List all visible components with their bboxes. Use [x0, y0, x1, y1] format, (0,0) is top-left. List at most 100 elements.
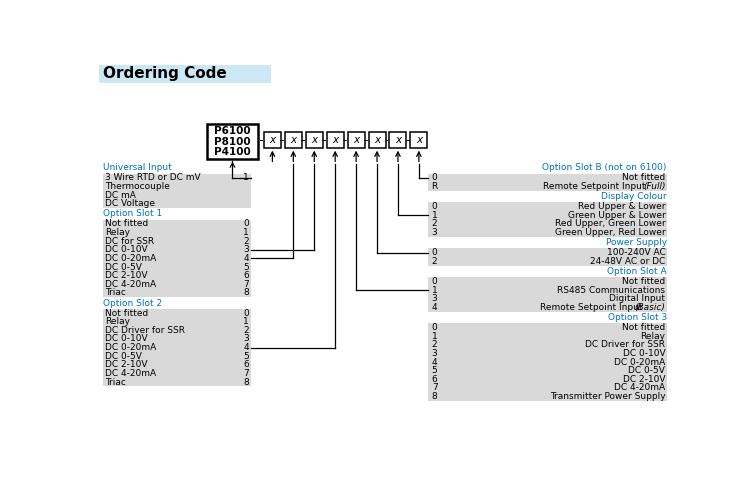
Text: DC 0-5V: DC 0-5V [105, 352, 142, 361]
Text: Digital Input: Digital Input [610, 294, 666, 303]
Text: DC 2-10V: DC 2-10V [105, 271, 147, 280]
Text: Relay: Relay [105, 228, 130, 237]
Text: 8: 8 [244, 288, 249, 297]
Text: 4: 4 [432, 358, 438, 367]
Text: 8: 8 [244, 378, 249, 387]
Text: 1: 1 [432, 331, 438, 341]
Text: DC 0-20mA: DC 0-20mA [614, 358, 666, 367]
Text: 5: 5 [244, 352, 249, 361]
Text: Red Upper & Lower: Red Upper & Lower [578, 202, 666, 211]
Text: 5: 5 [432, 366, 438, 375]
Text: 3: 3 [244, 246, 249, 254]
Text: DC for SSR: DC for SSR [105, 237, 154, 246]
Text: 0: 0 [432, 173, 438, 182]
Text: 1: 1 [244, 317, 249, 326]
FancyBboxPatch shape [410, 132, 427, 148]
Text: 3: 3 [432, 294, 438, 303]
Text: 24-48V AC or DC: 24-48V AC or DC [590, 257, 666, 266]
Text: 2: 2 [432, 220, 438, 229]
FancyBboxPatch shape [285, 132, 302, 148]
Text: Triac: Triac [105, 378, 126, 387]
Text: 2: 2 [432, 257, 438, 266]
FancyBboxPatch shape [326, 132, 344, 148]
Text: Universal Input: Universal Input [103, 164, 173, 172]
Text: P8100: P8100 [214, 137, 251, 147]
Text: DC 4-20mA: DC 4-20mA [614, 384, 666, 393]
Text: DC 0-10V: DC 0-10V [105, 246, 148, 254]
FancyBboxPatch shape [99, 65, 271, 83]
Text: (Basic): (Basic) [634, 303, 666, 312]
Text: x: x [374, 135, 380, 145]
Text: 100-240V AC: 100-240V AC [607, 248, 666, 257]
Text: DC Voltage: DC Voltage [105, 199, 155, 208]
Text: Option Slot 3: Option Slot 3 [607, 313, 667, 322]
Text: Display Colour: Display Colour [601, 192, 667, 201]
Text: Red Upper, Green Lower: Red Upper, Green Lower [555, 220, 666, 229]
Text: -: - [342, 134, 347, 147]
Text: 3 Wire RTD or DC mV: 3 Wire RTD or DC mV [105, 173, 201, 182]
Text: Not fitted: Not fitted [622, 173, 666, 182]
Text: 6: 6 [244, 271, 249, 280]
Text: -: - [300, 134, 305, 147]
Text: (Full): (Full) [643, 182, 666, 191]
Text: RS485 Communications: RS485 Communications [557, 286, 666, 295]
Text: Option Slot A: Option Slot A [607, 267, 667, 276]
Text: 6: 6 [244, 360, 249, 369]
Text: x: x [291, 135, 297, 145]
Text: P4100: P4100 [214, 147, 251, 157]
Text: Relay: Relay [640, 331, 666, 341]
Text: 3: 3 [432, 228, 438, 237]
Text: Transmitter Power Supply: Transmitter Power Supply [550, 392, 666, 401]
Text: Remote Setpoint Input: Remote Setpoint Input [540, 303, 645, 312]
Text: DC 0-20mA: DC 0-20mA [105, 343, 156, 352]
Text: 2: 2 [432, 340, 438, 349]
FancyBboxPatch shape [103, 309, 251, 387]
Text: 0: 0 [432, 202, 438, 211]
Text: 2: 2 [244, 237, 249, 246]
Text: DC mA: DC mA [105, 191, 136, 200]
Text: DC Driver for SSR: DC Driver for SSR [586, 340, 666, 349]
Text: 1: 1 [244, 228, 249, 237]
Text: 8: 8 [432, 392, 438, 401]
Text: Option Slot B (not on 6100): Option Slot B (not on 6100) [542, 164, 667, 172]
Text: Not fitted: Not fitted [622, 277, 666, 286]
Text: DC 2-10V: DC 2-10V [623, 375, 666, 384]
FancyBboxPatch shape [428, 323, 667, 401]
Text: 1: 1 [244, 173, 249, 182]
FancyBboxPatch shape [389, 132, 406, 148]
Text: -: - [258, 134, 263, 147]
Text: 7: 7 [244, 369, 249, 378]
Text: 7: 7 [244, 280, 249, 289]
Text: -: - [279, 134, 284, 147]
Text: Relay: Relay [105, 317, 130, 326]
Text: DC 0-5V: DC 0-5V [628, 366, 666, 375]
Text: Triac: Triac [105, 288, 126, 297]
Text: DC 0-10V: DC 0-10V [105, 334, 148, 343]
Text: P6100: P6100 [214, 126, 251, 136]
FancyBboxPatch shape [428, 173, 667, 191]
Text: Not fitted: Not fitted [105, 309, 148, 318]
Text: R: R [431, 182, 438, 191]
Text: 3: 3 [244, 334, 249, 343]
FancyBboxPatch shape [208, 124, 258, 159]
Text: DC 4-20mA: DC 4-20mA [105, 369, 156, 378]
Text: DC 0-10V: DC 0-10V [623, 349, 666, 358]
FancyBboxPatch shape [368, 132, 385, 148]
Text: x: x [332, 135, 338, 145]
Text: 1: 1 [432, 211, 438, 220]
Text: 5: 5 [244, 262, 249, 271]
Text: DC 0-5V: DC 0-5V [105, 262, 142, 271]
FancyBboxPatch shape [428, 202, 667, 237]
FancyBboxPatch shape [103, 173, 251, 208]
FancyBboxPatch shape [428, 277, 667, 312]
Text: -: - [321, 134, 326, 147]
Text: x: x [311, 135, 317, 145]
Text: Not fitted: Not fitted [622, 323, 666, 332]
Text: DC 4-20mA: DC 4-20mA [105, 280, 156, 289]
Text: 0: 0 [432, 323, 438, 332]
Text: 0: 0 [244, 220, 249, 229]
Text: 4: 4 [244, 343, 249, 352]
FancyBboxPatch shape [306, 132, 323, 148]
Text: 0: 0 [432, 277, 438, 286]
Text: Thermocouple: Thermocouple [105, 182, 170, 191]
